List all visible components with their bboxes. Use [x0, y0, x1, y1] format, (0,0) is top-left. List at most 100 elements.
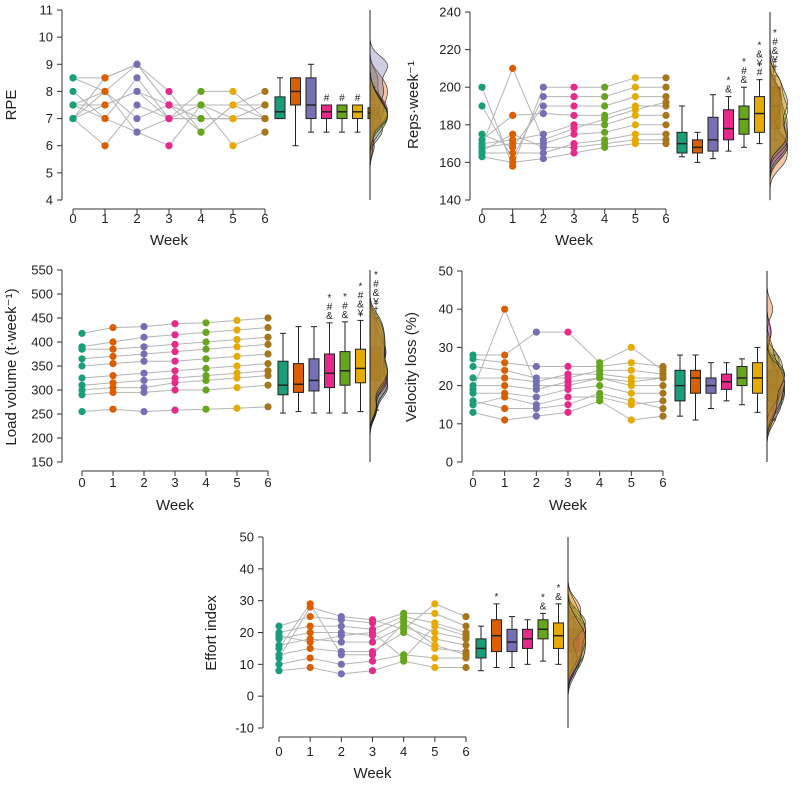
- subject-line: [599, 362, 632, 367]
- data-point: [202, 355, 210, 363]
- y-tick-label: 200: [31, 431, 53, 446]
- data-point: [368, 628, 377, 637]
- subject-line: [72, 90, 106, 106]
- x-tick-label: 1: [307, 744, 314, 759]
- box-iqr: [692, 139, 703, 154]
- subject-line: [472, 400, 505, 410]
- data-point: [78, 381, 86, 389]
- data-point: [631, 93, 639, 101]
- significance-marker: &: [555, 592, 562, 603]
- data-point: [627, 378, 635, 386]
- data-point: [539, 136, 547, 144]
- density-cloud: [766, 270, 785, 462]
- significance-marker: &: [725, 85, 732, 96]
- significance-marker: #: [327, 302, 333, 313]
- data-point: [101, 114, 109, 123]
- data-point: [109, 324, 117, 332]
- data-point: [233, 404, 241, 412]
- x-tick-label: 4: [601, 211, 608, 226]
- data-point: [400, 609, 408, 617]
- subject-line: [504, 369, 537, 379]
- subject-line: [567, 377, 600, 383]
- subject-line: [631, 369, 664, 375]
- subject-line: [112, 326, 145, 329]
- data-point: [662, 74, 670, 82]
- significance-marker: #: [342, 301, 348, 312]
- data-point: [478, 102, 486, 110]
- subject-line: [310, 606, 342, 618]
- data-point: [109, 352, 117, 360]
- data-point: [627, 401, 635, 409]
- data-point: [631, 130, 639, 138]
- subject-line: [543, 128, 575, 141]
- x-tick-label: 2: [540, 211, 547, 226]
- x-tick-label: 6: [264, 475, 271, 490]
- data-point: [662, 121, 670, 129]
- subject-line: [174, 358, 207, 362]
- subject-line: [200, 104, 234, 120]
- subject-line: [567, 392, 600, 406]
- data-point: [202, 405, 210, 413]
- data-point: [261, 87, 269, 96]
- subject-line: [472, 358, 505, 364]
- subject-line: [512, 113, 544, 116]
- data-point: [109, 379, 117, 387]
- y-tick-label: 40: [240, 561, 254, 576]
- data-point: [431, 654, 439, 662]
- subject-line: [174, 379, 207, 384]
- data-point: [202, 319, 210, 327]
- subject-line: [143, 389, 176, 393]
- x-tick-label: 0: [78, 475, 85, 490]
- y-tick-label: 9: [46, 57, 53, 72]
- data-point: [101, 101, 109, 109]
- x-tick-label: 0: [69, 211, 76, 226]
- significance-marker: &: [342, 310, 349, 321]
- y-axis-label: Reps·week⁻¹: [405, 61, 422, 149]
- subject-line: [536, 396, 569, 406]
- subject-line: [236, 406, 269, 409]
- subject-line: [481, 139, 513, 145]
- subject-line: [112, 360, 145, 365]
- significance-marker: *: [727, 76, 731, 87]
- subject-line: [504, 362, 537, 367]
- significance-marker: &: [540, 601, 547, 612]
- data-point: [306, 644, 314, 653]
- data-point: [539, 143, 547, 151]
- data-point: [69, 87, 77, 96]
- subject-line: [205, 407, 238, 410]
- data-point: [233, 316, 241, 324]
- data-point: [78, 329, 86, 337]
- box-iqr: [355, 348, 366, 384]
- subject-line: [341, 619, 373, 624]
- subject-line: [205, 387, 238, 391]
- box-iqr: [293, 363, 304, 393]
- data-point: [400, 625, 408, 633]
- y-tick-label: 300: [31, 383, 53, 398]
- data-point: [501, 416, 509, 424]
- data-point: [133, 60, 141, 68]
- significance-marker: #: [373, 279, 379, 290]
- data-point: [509, 136, 517, 144]
- subject-line: [143, 409, 176, 413]
- data-point: [306, 622, 314, 630]
- subject-line: [112, 353, 145, 357]
- data-point: [233, 362, 241, 370]
- y-tick-label: 10: [240, 657, 254, 672]
- data-point: [337, 638, 345, 646]
- subject-line: [136, 90, 170, 106]
- significance-marker: *: [374, 270, 378, 281]
- data-point: [601, 121, 609, 129]
- subject-line: [604, 105, 636, 116]
- subject-line: [143, 334, 176, 338]
- data-point: [662, 111, 670, 119]
- subject-line: [403, 660, 435, 669]
- subject-line: [310, 657, 342, 665]
- x-axis-label: Week: [555, 232, 594, 249]
- significance-marker: &: [373, 288, 380, 299]
- subject-line: [504, 385, 537, 390]
- data-point: [431, 641, 439, 649]
- subject-line: [81, 363, 114, 367]
- x-tick-label: 1: [109, 475, 116, 490]
- data-point: [627, 359, 635, 367]
